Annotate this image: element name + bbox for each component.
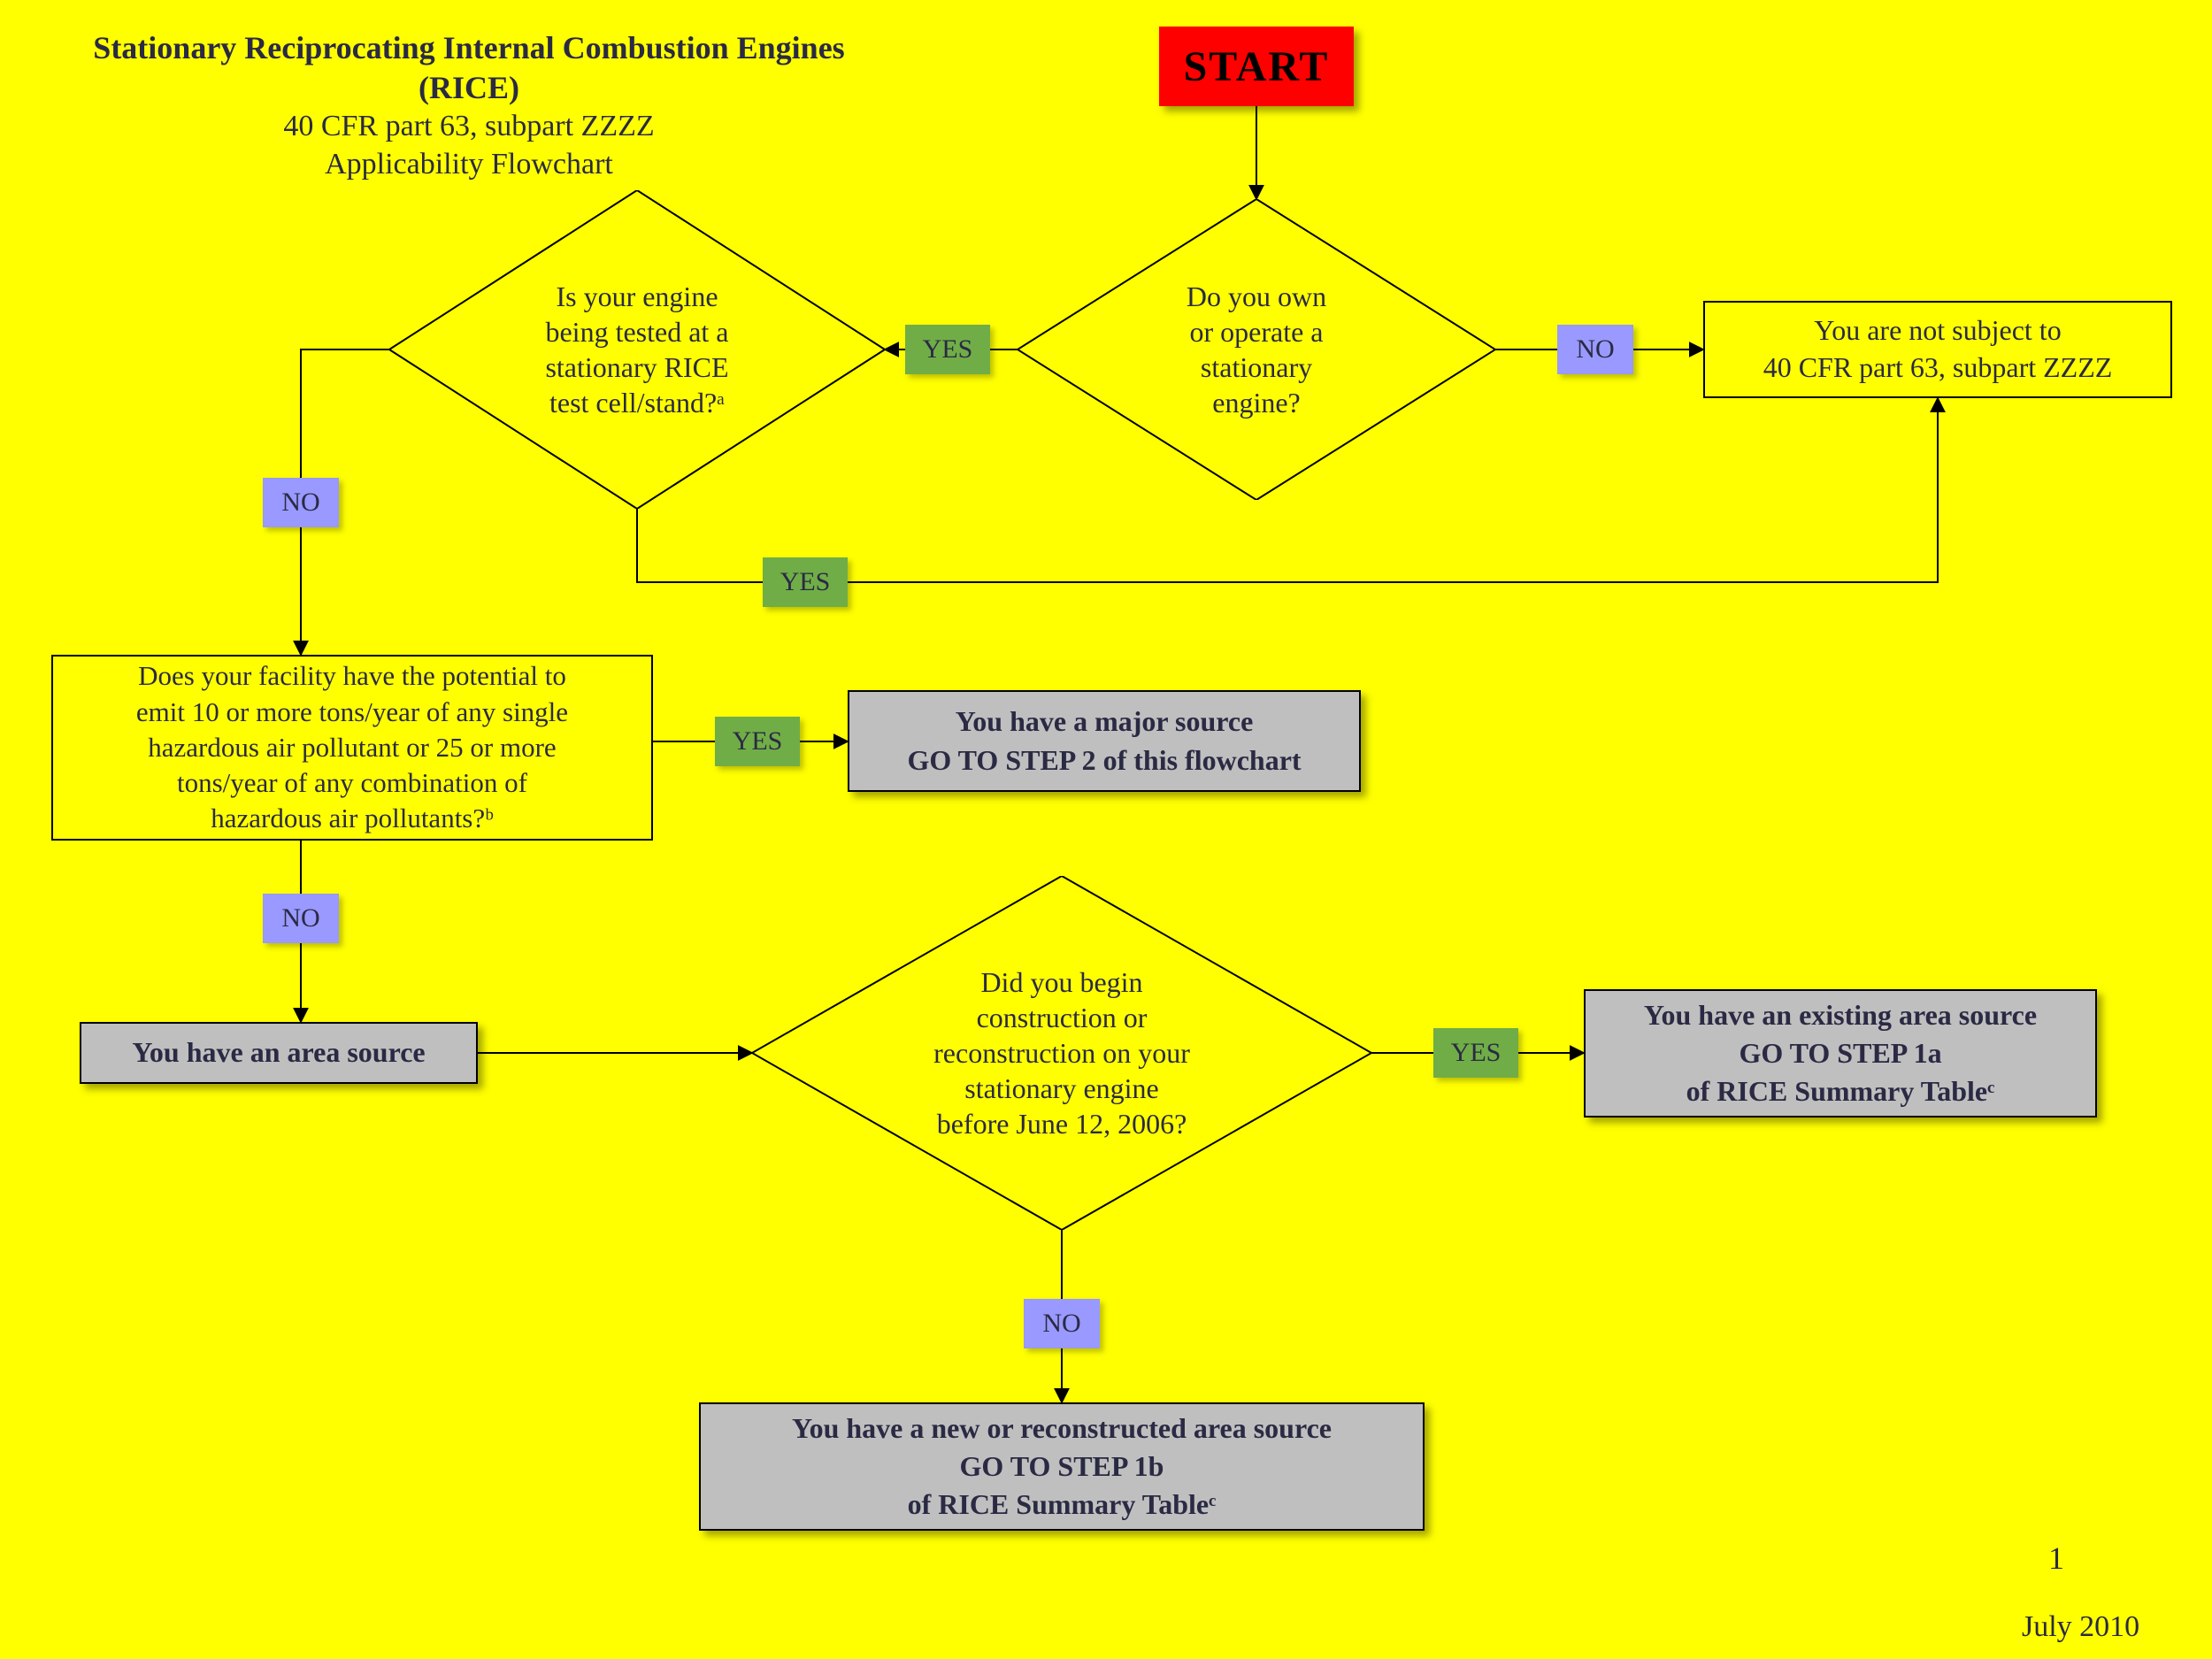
gray-new-reconstructed: You have a new or reconstructed area sou… — [699, 1402, 1425, 1531]
diamond-before-2006: Did you begin construction or reconstruc… — [752, 876, 1371, 1230]
start-box: START — [1159, 27, 1354, 106]
diamond-own-operate-text: Do you own or operate a stationary engin… — [1187, 279, 1326, 420]
label-no-before2006-text: NO — [1042, 1309, 1080, 1339]
page-number: 1 — [2048, 1540, 2064, 1577]
diamond-before-2006-text: Did you begin construction or reconstruc… — [933, 964, 1190, 1141]
label-yes-testcell: YES — [763, 557, 848, 607]
gray-existing-area-source-text: You have an existing area source GO TO S… — [1644, 996, 2037, 1111]
gray-major-source-text: You have a major source GO TO STEP 2 of … — [907, 703, 1301, 779]
gray-area-source: You have an area source — [80, 1022, 478, 1084]
rect-not-subject: You are not subject to 40 CFR part 63, s… — [1703, 301, 2172, 398]
diamond-test-cell: Is your engine being tested at a station… — [389, 190, 885, 509]
flowchart-canvas: { "meta": { "background_color": "#ffff00… — [0, 0, 2212, 1659]
label-no-own-text: NO — [1576, 334, 1614, 365]
footer-date: July 2010 — [2022, 1610, 2139, 1644]
label-yes-testcell-text: YES — [780, 567, 831, 597]
label-no-own: NO — [1557, 325, 1633, 374]
label-no-testcell: NO — [263, 478, 339, 527]
label-yes-before2006: YES — [1433, 1028, 1518, 1078]
gray-area-source-text: You have an area source — [132, 1033, 425, 1071]
label-no-testcell-text: NO — [281, 488, 319, 518]
label-no-emit: NO — [263, 894, 339, 943]
gray-existing-area-source: You have an existing area source GO TO S… — [1584, 989, 2097, 1118]
label-yes-emit-text: YES — [733, 726, 783, 757]
label-yes-own: YES — [905, 325, 990, 374]
label-no-emit-text: NO — [281, 903, 319, 933]
start-label: START — [1184, 42, 1330, 91]
label-yes-before2006-text: YES — [1451, 1038, 1502, 1068]
rect-not-subject-text: You are not subject to 40 CFR part 63, s… — [1763, 312, 2113, 386]
diamond-test-cell-text: Is your engine being tested at a station… — [545, 279, 728, 420]
diamond-own-operate: Do you own or operate a stationary engin… — [1018, 199, 1495, 500]
gray-major-source: You have a major source GO TO STEP 2 of … — [848, 690, 1361, 792]
gray-new-reconstructed-text: You have a new or reconstructed area sou… — [792, 1409, 1332, 1525]
label-yes-emit: YES — [715, 717, 800, 766]
label-yes-own-text: YES — [923, 334, 973, 365]
label-no-before2006: NO — [1024, 1299, 1100, 1348]
rect-emit-question: Does your facility have the potential to… — [51, 655, 653, 841]
rect-emit-question-text: Does your facility have the potential to… — [136, 658, 568, 836]
